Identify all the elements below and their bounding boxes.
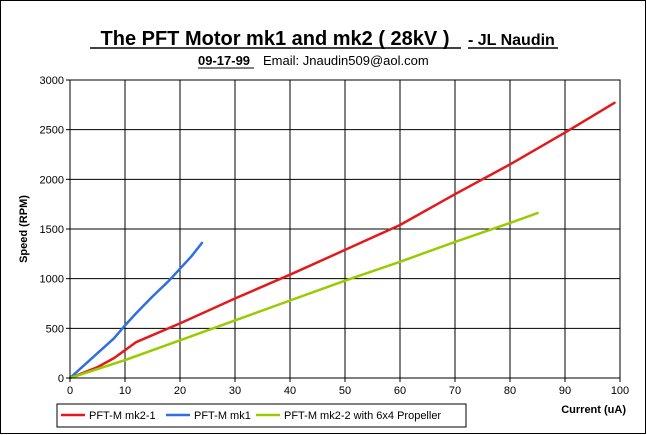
series-line-2 — [68, 241, 204, 380]
legend-label-2: PFT-M mk1 — [194, 410, 251, 422]
x-tick-label: 80 — [504, 385, 516, 397]
x-tick-label: 20 — [174, 385, 186, 397]
x-tick-label: 0 — [67, 385, 73, 397]
chart-title: The PFT Motor mk1 and mk2 ( 28kV ) — [101, 28, 450, 50]
y-tick-label: 500 — [46, 323, 64, 335]
y-tick-label: 1500 — [40, 224, 64, 236]
y-tick-label: 0 — [58, 373, 64, 385]
x-tick-label: 70 — [449, 385, 461, 397]
x-tick-label: 100 — [611, 385, 629, 397]
x-tick-label: 50 — [339, 385, 351, 397]
legend-label-1: PFT-M mk2-1 — [89, 410, 156, 422]
legend-label-3: PFT-M mk2-2 with 6x4 Propeller — [284, 410, 441, 422]
x-axis-label: Current (uA) — [561, 404, 626, 416]
y-tick-label: 2000 — [40, 174, 64, 186]
y-tick-label: 1000 — [40, 274, 64, 286]
grid — [70, 80, 620, 378]
x-tick-label: 60 — [394, 385, 406, 397]
legend: PFT-M mk2-1 PFT-M mk1 PFT-M mk2-2 with 6x4… — [61, 410, 441, 422]
y-tick-label: 3000 — [40, 75, 64, 87]
y-tick-label: 2500 — [40, 125, 64, 137]
y-axis-label: Speed (RPM) — [18, 195, 30, 263]
x-tick-label: 10 — [119, 385, 131, 397]
chart-email: Email: Jnaudin509@aol.com — [263, 53, 429, 68]
series-line-1 — [68, 101, 616, 380]
x-tick-label: 90 — [559, 385, 571, 397]
x-tick-label: 30 — [229, 385, 241, 397]
series-line-3 — [68, 211, 539, 380]
x-tick-label: 40 — [284, 385, 296, 397]
tick-labels: 0 10 20 30 40 50 60 70 80 90 100050010001500200025… — [40, 75, 630, 397]
chart-date: 09-17-99 — [198, 53, 250, 68]
chart-author: - JL Naudin — [468, 32, 555, 49]
series-group — [68, 101, 616, 380]
